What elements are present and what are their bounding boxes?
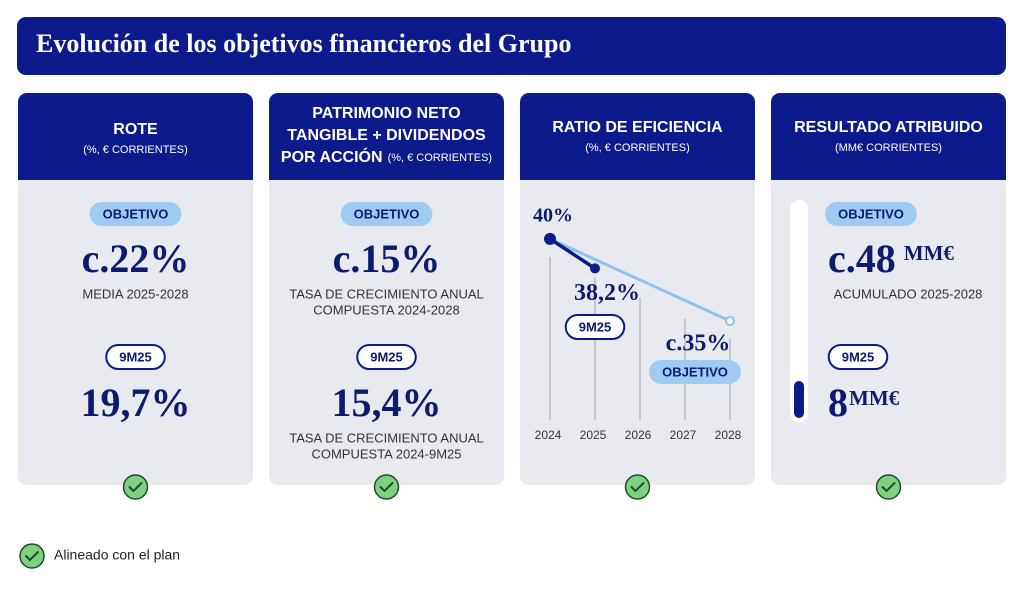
badge-label: OBJETIVO — [662, 364, 728, 379]
x-tick-label: 2027 — [670, 428, 697, 442]
badge-label: OBJETIVO — [354, 206, 420, 221]
trend-line — [548, 237, 597, 271]
card-subtitle: (%, € CORRIENTES) — [388, 152, 493, 164]
badge-label: OBJETIVO — [838, 206, 904, 221]
check-mark — [379, 482, 394, 493]
card-title: TANGIBLE + DIVIDENDOS — [287, 127, 486, 144]
x-tick-label: 2028 — [715, 428, 742, 442]
card-title: RATIO DE EFICIENCIA — [552, 119, 723, 136]
target-note: MEDIA 2025-2028 — [82, 286, 188, 301]
card-subtitle: (MM€ CORRIENTES) — [835, 142, 942, 154]
card-subtitle: (%, € CORRIENTES) — [585, 142, 690, 154]
card-header — [18, 93, 253, 180]
check-mark — [25, 551, 39, 562]
title-bar — [17, 17, 1006, 75]
unit: MM€ — [849, 386, 900, 410]
current-note: TASA DE CRECIMIENTO ANUAL — [289, 430, 484, 445]
check-icon — [122, 474, 149, 500]
current-note: COMPUESTA 2024-9M25 — [311, 446, 461, 461]
card-header — [520, 93, 755, 180]
target-value: c.15% — [333, 236, 441, 281]
card-subtitle: (%, € CORRIENTES) — [83, 144, 188, 156]
page-title: Evolución de los objetivos financieros d… — [36, 29, 571, 58]
card-title: POR ACCIÓN — [281, 147, 383, 166]
badge-label: 9M25 — [579, 319, 612, 334]
target-note: ACUMULADO 2025-2028 — [834, 286, 983, 301]
x-tick-label: 2026 — [625, 428, 652, 442]
card — [18, 93, 253, 485]
badge — [356, 344, 417, 370]
badge-label: OBJETIVO — [103, 206, 169, 221]
data-point — [725, 316, 735, 326]
card-title: POR ACCIÓN (%, € CORRIENTES) — [281, 147, 492, 166]
badge — [105, 344, 166, 370]
check-icon — [373, 474, 400, 500]
target-note: TASA DE CRECIMIENTO ANUAL — [289, 286, 484, 301]
data-point — [590, 263, 600, 274]
badge — [649, 360, 741, 384]
legend-icon — [19, 543, 45, 569]
value-label: 40% — [533, 204, 573, 226]
x-tick-label: 2025 — [580, 428, 607, 442]
badge — [827, 344, 889, 370]
check-mark — [630, 482, 645, 493]
card — [771, 93, 1006, 485]
legend-label: Alineado con el plan — [54, 547, 180, 563]
check-icon — [875, 474, 902, 500]
current-value: 19,7% — [81, 380, 191, 425]
card-title: PATRIMONIO NETO — [312, 105, 460, 122]
badge-label: 9M25 — [370, 349, 403, 364]
badge-label: 9M25 — [842, 349, 875, 364]
data-point — [545, 233, 555, 244]
card-header — [269, 93, 504, 180]
card-title: RESULTADO ATRIBUIDO — [794, 119, 983, 136]
unit: MM€ — [904, 241, 955, 265]
target-note: COMPUESTA 2024-2028 — [313, 302, 459, 317]
trend-line — [548, 237, 732, 323]
badge — [825, 202, 917, 226]
progress-fill — [794, 381, 804, 418]
check-mark — [128, 482, 143, 493]
value-label: c.35% — [666, 331, 731, 357]
badge — [89, 202, 182, 226]
check-mark — [881, 482, 896, 493]
card — [269, 93, 504, 485]
current-value: 15,4% — [332, 380, 442, 425]
target-value: c.22% — [82, 236, 190, 281]
badge — [340, 202, 433, 226]
check-icon — [624, 474, 651, 500]
card-header — [771, 93, 1006, 180]
current-value: 8 — [828, 380, 848, 425]
badge-label: 9M25 — [119, 349, 152, 364]
card — [520, 93, 755, 485]
x-tick-label: 2024 — [535, 428, 562, 442]
progress-tube — [790, 200, 808, 422]
value-label: 38,2% — [574, 280, 640, 306]
badge — [564, 314, 626, 340]
card-title: ROTE — [113, 121, 158, 138]
target-value: c.48 — [828, 236, 896, 281]
